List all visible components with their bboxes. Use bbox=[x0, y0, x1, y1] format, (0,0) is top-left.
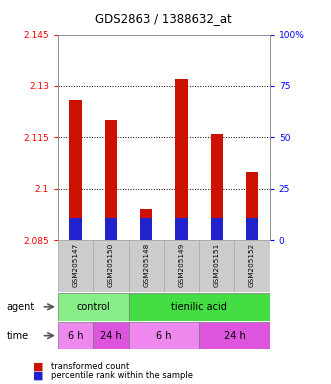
Text: ■: ■ bbox=[33, 371, 44, 381]
Text: control: control bbox=[76, 302, 110, 312]
Text: transformed count: transformed count bbox=[51, 362, 129, 371]
Text: agent: agent bbox=[7, 302, 35, 312]
Bar bbox=[234, 240, 270, 292]
Bar bbox=[58, 293, 128, 321]
Bar bbox=[128, 240, 164, 292]
Bar bbox=[70, 99, 82, 240]
Bar bbox=[246, 218, 258, 240]
Text: 24 h: 24 h bbox=[223, 331, 245, 341]
Text: 6 h: 6 h bbox=[156, 331, 171, 341]
Bar bbox=[246, 172, 258, 240]
Bar bbox=[105, 120, 117, 240]
Bar bbox=[93, 240, 128, 292]
Bar bbox=[58, 240, 93, 292]
Text: GDS2863 / 1388632_at: GDS2863 / 1388632_at bbox=[95, 12, 232, 25]
Bar bbox=[175, 79, 188, 240]
Bar bbox=[199, 322, 270, 349]
Text: time: time bbox=[7, 331, 29, 341]
Text: ■: ■ bbox=[33, 362, 44, 372]
Bar bbox=[58, 322, 93, 349]
Bar bbox=[164, 240, 199, 292]
Text: tienilic acid: tienilic acid bbox=[171, 302, 227, 312]
Bar bbox=[70, 218, 82, 240]
Text: GSM205148: GSM205148 bbox=[143, 243, 149, 287]
Bar bbox=[105, 218, 117, 240]
Bar bbox=[140, 218, 152, 240]
Text: GSM205149: GSM205149 bbox=[178, 243, 184, 287]
Bar bbox=[175, 218, 188, 240]
Text: GSM205151: GSM205151 bbox=[214, 243, 220, 287]
Bar bbox=[199, 240, 234, 292]
Text: percentile rank within the sample: percentile rank within the sample bbox=[51, 371, 193, 380]
Bar bbox=[128, 293, 270, 321]
Text: GSM205147: GSM205147 bbox=[72, 243, 78, 287]
Bar bbox=[211, 218, 223, 240]
Text: GSM205150: GSM205150 bbox=[108, 243, 114, 287]
Text: 24 h: 24 h bbox=[100, 331, 122, 341]
Bar bbox=[211, 134, 223, 240]
Text: 6 h: 6 h bbox=[68, 331, 83, 341]
Bar bbox=[93, 322, 128, 349]
Bar bbox=[128, 322, 199, 349]
Text: GSM205152: GSM205152 bbox=[249, 243, 255, 287]
Bar bbox=[140, 209, 152, 240]
